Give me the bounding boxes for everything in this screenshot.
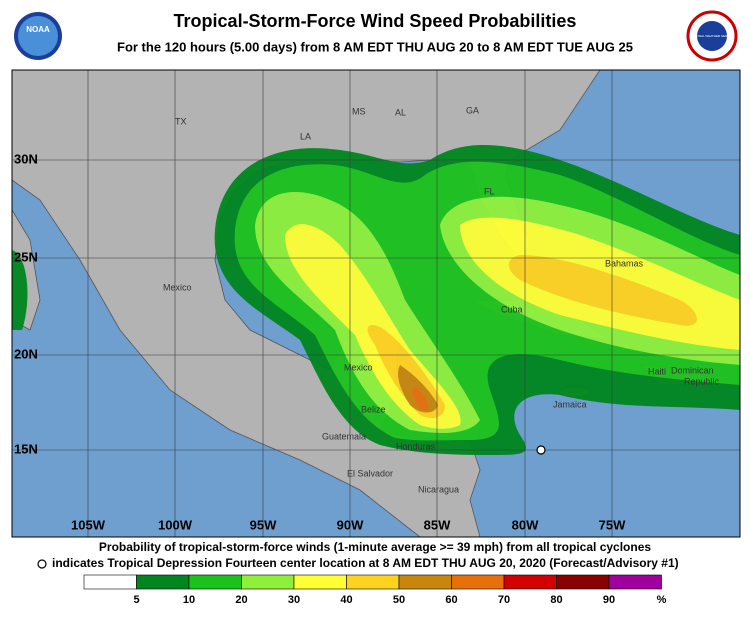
storm-center — [536, 445, 546, 455]
probability-area — [508, 255, 697, 326]
noaa-logo: NOAA — [14, 12, 62, 60]
place-label: Republic — [684, 376, 720, 386]
place-label: Dominican — [671, 365, 714, 375]
lon-label: 105W — [71, 517, 106, 532]
logo-text: NATIONAL WEATHER SERVICE — [690, 34, 734, 38]
place-label: Mexico — [163, 282, 192, 292]
graticule — [12, 70, 740, 537]
legend-swatch — [503, 574, 557, 590]
legend-label: 30 — [288, 594, 300, 606]
place-label: Nicaragua — [418, 484, 459, 494]
probability-area — [412, 387, 429, 411]
place-label: El Salvador — [347, 468, 393, 478]
lon-label: 100W — [158, 517, 193, 532]
place-label: GA — [466, 105, 479, 115]
place-labels: TX MS AL GA LA FL Mexico Bahamas Cuba Me… — [163, 105, 720, 494]
legend-label: 90 — [603, 594, 615, 606]
legend-label: 10 — [183, 594, 195, 606]
place-label: Jamaica — [553, 399, 587, 409]
subtitle: For the 120 hours (5.00 days) from 8 AM … — [117, 39, 633, 54]
color-legend: 5 10 20 30 40 50 60 70 80 90% — [83, 574, 667, 606]
legend-swatch — [346, 574, 400, 590]
legend-label: 80 — [550, 594, 562, 606]
lon-label: 95W — [250, 517, 277, 532]
legend-unit: % — [657, 594, 667, 606]
place-label: AL — [395, 107, 406, 117]
legend-label: 40 — [340, 594, 352, 606]
legend-label: 70 — [498, 594, 510, 606]
probability-area — [12, 250, 28, 330]
caption: Probability of tropical-storm-force wind… — [99, 540, 651, 554]
legend-label: 60 — [445, 594, 457, 606]
place-label: LA — [300, 131, 311, 141]
place-label: Cuba — [501, 304, 523, 314]
place-label: Mexico — [344, 362, 373, 372]
map: TX MS AL GA LA FL Mexico Bahamas Cuba Me… — [12, 70, 740, 537]
legend-label: 20 — [235, 594, 247, 606]
probability-swath — [12, 145, 740, 455]
place-label: Haiti — [648, 366, 666, 376]
legend-center-marker — [37, 559, 47, 569]
legend-swatch — [398, 574, 452, 590]
lat-label: 25N — [14, 249, 38, 264]
lon-label: 90W — [337, 517, 364, 532]
legend-swatch — [188, 574, 242, 590]
legend-label: 5 — [133, 594, 139, 606]
note: indicates Tropical Depression Fourteen c… — [52, 556, 679, 570]
nws-logo: NATIONAL WEATHER SERVICE — [686, 10, 738, 62]
legend-swatch — [241, 574, 295, 590]
lat-label: 30N — [14, 151, 38, 166]
title: Tropical-Storm-Force Wind Speed Probabil… — [174, 11, 577, 31]
map-frame — [11, 69, 741, 538]
place-label: FL — [484, 186, 495, 196]
legend-swatch — [608, 574, 662, 590]
lon-label: 75W — [599, 517, 626, 532]
place-label: TX — [175, 116, 187, 126]
lat-label: 20N — [14, 346, 38, 361]
legend-swatch — [451, 574, 505, 590]
legend-label: 50 — [393, 594, 405, 606]
lon-label: 85W — [424, 517, 451, 532]
legend-swatch — [293, 574, 347, 590]
place-label: MS — [352, 106, 366, 116]
place-label: Guatemala — [322, 431, 366, 441]
place-label: Bahamas — [605, 258, 644, 268]
lon-label: 80W — [512, 517, 539, 532]
legend-swatch — [83, 574, 137, 590]
legend-swatch — [556, 574, 610, 590]
lat-label: 15N — [14, 441, 38, 456]
place-label: Belize — [361, 404, 386, 414]
logo-text: NOAA — [26, 25, 50, 34]
legend-swatch — [136, 574, 190, 590]
place-label: Honduras — [396, 441, 436, 451]
